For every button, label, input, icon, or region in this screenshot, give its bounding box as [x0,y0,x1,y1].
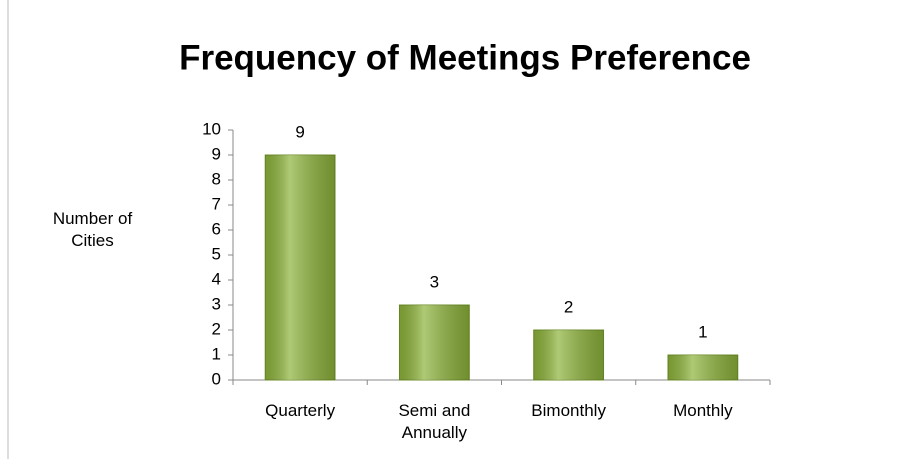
value-label: 3 [430,272,439,291]
y-tick-label: 10 [202,119,221,138]
value-label: 2 [564,297,573,316]
y-axis-label: Number of Cities [52,209,133,250]
y-tick-label: 8 [212,169,221,188]
value-label: 9 [295,122,304,141]
y-tick-label: 7 [212,194,221,213]
bar-shine [399,305,470,380]
y-tick-label: 3 [212,294,221,313]
y-tick-label: 9 [212,144,221,163]
x-tick-label: Monthly [673,401,733,420]
y-tick-label: 5 [212,244,221,263]
x-tick-label: Semi and Annually [398,401,471,442]
y-tick-label: 0 [212,369,221,388]
y-tick-label: 2 [212,319,221,338]
bar-shine [667,355,738,380]
y-tick-label: 6 [212,219,221,238]
bar-shine [533,330,604,380]
y-tick-label: 1 [212,344,221,363]
x-tick-label: Quarterly [265,401,336,420]
y-tick-label: 4 [212,269,221,288]
value-label: 1 [698,322,707,341]
chart-title: Frequency of Meetings Preference [179,38,751,77]
x-tick-label: Bimonthly [531,401,606,420]
bar-shine [265,155,336,380]
